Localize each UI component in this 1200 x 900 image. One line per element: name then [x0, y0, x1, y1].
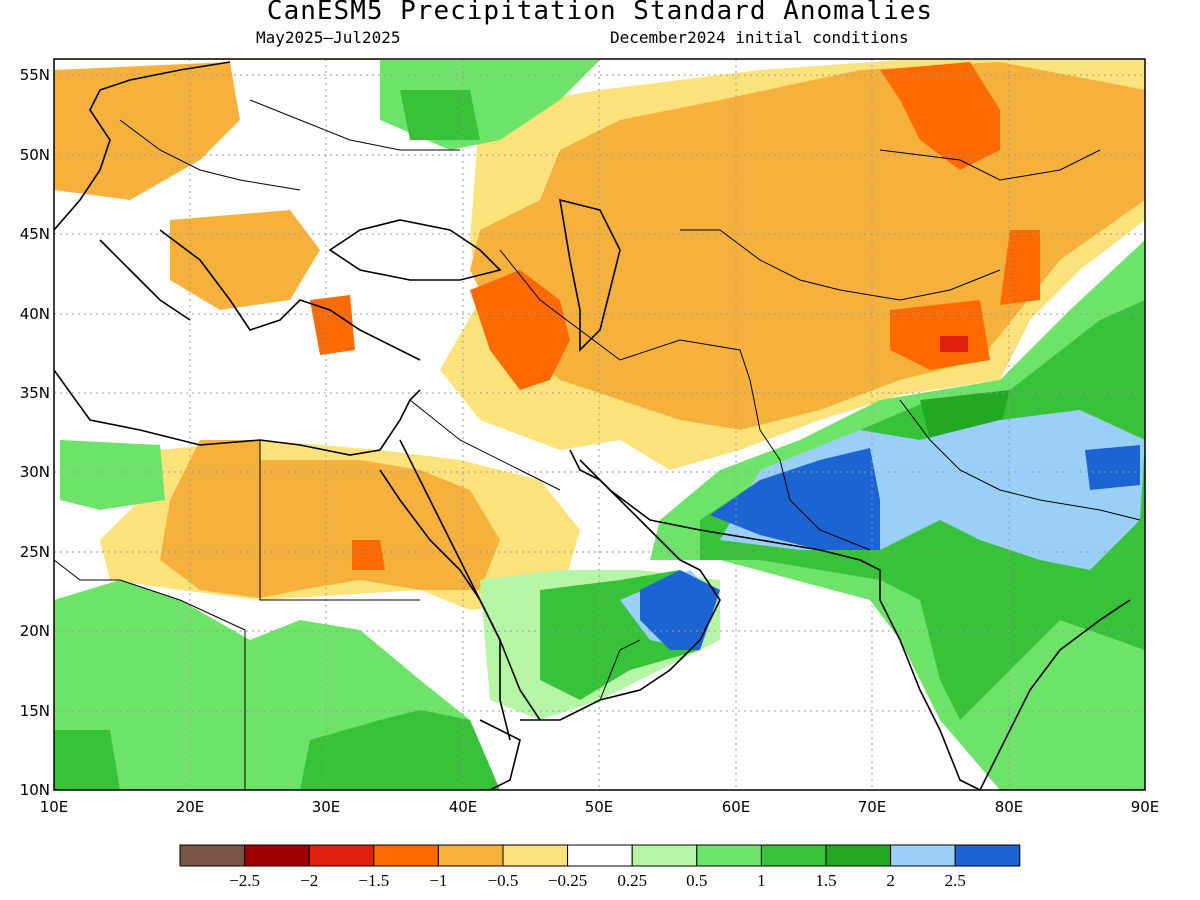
dry-anomaly-tajikistan [890, 300, 990, 370]
colorbar-label: −2.5 [229, 871, 260, 890]
forecast-period: May2025—Jul2025 [256, 28, 401, 47]
colorbar-swatch [631, 844, 698, 867]
colorbar-swatch [244, 844, 310, 867]
colorbar-swatch [373, 844, 439, 867]
colorbar-swatch [825, 844, 892, 867]
lat-tick-label: 30N [20, 463, 50, 481]
lat-tick-label: 20N [20, 622, 50, 640]
lon-tick-label: 20E [176, 798, 205, 816]
anomaly-field [54, 59, 1145, 790]
wet-anomaly-west-africa [60, 440, 165, 510]
colorbar-swatch [179, 844, 246, 867]
dry-anomaly-north-africa [160, 440, 500, 598]
lon-tick-label: 30E [312, 798, 341, 816]
plot-frame [53, 58, 1146, 791]
wet-anomaly-ethiopia [300, 710, 500, 790]
initial-conditions: December2024 initial conditions [610, 28, 909, 47]
x-axis-labels: 10E 20E 30E 40E 50E 60E 70E 80E 90E [40, 798, 1160, 816]
wet-anomaly-russia-core [400, 90, 480, 140]
dry-anomaly-tajik-core [940, 336, 968, 352]
colorbar-swatch [567, 844, 633, 867]
lat-tick-label: 45N [20, 225, 50, 243]
colorbar-label: −0.25 [548, 871, 587, 890]
colorbar-swatch [954, 844, 1021, 867]
lat-tick-label: 10N [20, 781, 50, 799]
lon-tick-label: 90E [1131, 798, 1160, 816]
lat-tick-label: 50N [20, 146, 50, 164]
wet-anomaly-oman [640, 570, 720, 650]
lon-tick-label: 10E [40, 798, 69, 816]
colorbar-swatch [890, 844, 956, 867]
colorbar-swatch [696, 844, 762, 867]
colorbar-label: 2.5 [945, 871, 966, 890]
dry-anomaly-europe-core [54, 62, 240, 200]
lon-tick-label: 60E [722, 798, 751, 816]
dry-anomaly-balkans [170, 210, 320, 310]
dry-anomaly-anatolia [310, 295, 355, 355]
wet-anomaly-tibet [1085, 445, 1140, 490]
y-axis-labels: 55N 50N 45N 40N 35N 30N 25N 20N 15N 10N [20, 66, 50, 799]
country-borders [54, 99, 1141, 790]
map-title: CanESM5 Precipitation Standard Anomalies [266, 0, 934, 26]
colorbar-swatch [437, 844, 504, 867]
lon-tick-label: 50E [585, 798, 614, 816]
colorbar-label: −1.5 [358, 871, 389, 890]
dry-anomaly-caucasus [470, 270, 570, 390]
colorbar-swatch [308, 844, 375, 867]
colorbar-label: −1 [429, 871, 447, 890]
wet-anomaly-pakistan [710, 448, 880, 550]
wet-anomaly-sahel [54, 730, 120, 790]
lon-tick-label: 70E [858, 798, 887, 816]
lat-tick-label: 40N [20, 305, 50, 323]
lat-tick-label: 15N [20, 702, 50, 720]
coastlines [54, 61, 1131, 790]
lat-tick-label: 35N [20, 384, 50, 402]
colorbar: −2.5 −2 −1.5 −1 −0.5 −0.25 0.25 0.5 1 1.5 2 2.5 [179, 844, 1021, 890]
colorbar-swatch [502, 844, 569, 867]
colorbar-swatch [760, 844, 827, 867]
dry-anomaly-xinjiang [1000, 230, 1040, 305]
lon-tick-label: 80E [995, 798, 1024, 816]
colorbar-label: 1 [757, 871, 766, 890]
colorbar-label: −0.5 [488, 871, 519, 890]
colorbar-label: 2 [886, 871, 895, 890]
colorbar-label: 0.25 [617, 871, 647, 890]
lat-tick-label: 55N [20, 66, 50, 84]
dry-anomaly-egypt [352, 540, 385, 570]
colorbar-label: 1.5 [815, 871, 836, 890]
colorbar-label: −2 [300, 871, 318, 890]
lat-tick-label: 25N [20, 543, 50, 561]
colorbar-label: 0.5 [686, 871, 707, 890]
lon-tick-label: 40E [449, 798, 478, 816]
dry-anomaly-kazakhstan [880, 62, 1000, 170]
gridlines [54, 59, 1145, 790]
